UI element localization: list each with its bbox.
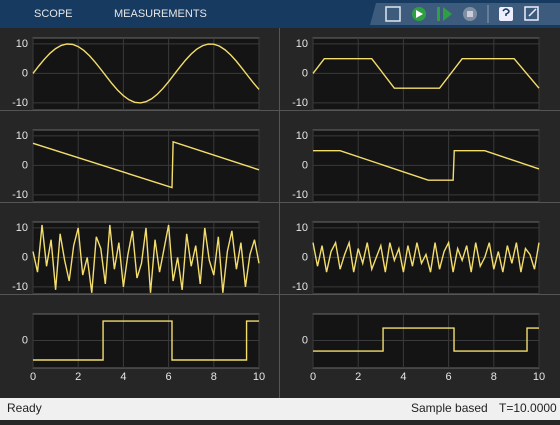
y-tick-label: 10 <box>296 38 308 50</box>
signal-line <box>313 149 540 181</box>
y-tick-label: 0 <box>22 159 28 171</box>
y-tick-label: 0 <box>302 251 308 263</box>
x-tick-label: 8 <box>211 371 217 383</box>
y-tick-label: -10 <box>12 97 28 109</box>
tab-measurements[interactable]: MEASUREMENTS <box>114 8 207 20</box>
plot-area <box>312 221 540 295</box>
run-arrow <box>416 10 423 18</box>
y-tick-label: -10 <box>12 281 28 293</box>
y-tick-label: -10 <box>292 281 308 293</box>
signal-line <box>312 57 540 89</box>
x-tick-label: 2 <box>75 371 81 383</box>
plot-area <box>312 129 540 203</box>
y-tick-label: 0 <box>302 67 308 79</box>
help-mark <box>502 8 510 16</box>
tab-scope[interactable]: SCOPE <box>34 8 73 20</box>
x-tick-label: 6 <box>166 371 172 383</box>
signal-line <box>32 43 260 104</box>
step-arrow <box>443 7 452 21</box>
signal-line <box>32 140 260 189</box>
x-tick-label: 10 <box>253 371 265 383</box>
x-tick-label: 6 <box>446 371 452 383</box>
signal-line <box>33 320 259 361</box>
signal-line <box>312 239 540 273</box>
undock-button[interactable] <box>524 6 539 21</box>
plot-area <box>312 37 540 111</box>
x-tick-label: 4 <box>120 371 126 383</box>
stop-button[interactable] <box>463 7 477 21</box>
x-tick-label: 0 <box>310 371 316 383</box>
plot-grid: 10 0 -10 10 0 -10 10 0 -10 10 0 -10 10 0 -10 10 0 -10 0 2 4 6… <box>0 37 560 383</box>
sampling-mode: Sample based <box>411 401 488 415</box>
signal-line <box>313 327 539 352</box>
stop-square <box>467 11 473 17</box>
x-tick-label: 10 <box>533 371 545 383</box>
status-text: Ready <box>7 401 42 415</box>
y-tick-label: 0 <box>22 251 28 263</box>
y-tick-label: 10 <box>16 38 28 50</box>
x-tick-label: 8 <box>491 371 497 383</box>
y-tick-label: -10 <box>12 189 28 201</box>
y-tick-label: 0 <box>302 334 308 346</box>
x-tick-label: 4 <box>400 371 406 383</box>
run-button[interactable] <box>412 7 426 21</box>
undock-icon <box>524 6 539 21</box>
y-tick-label: 10 <box>16 222 28 234</box>
undock-arrow <box>528 8 537 17</box>
step-button[interactable] <box>437 7 452 21</box>
y-tick-label: -10 <box>292 97 308 109</box>
x-tick-label: 2 <box>355 371 361 383</box>
y-tick-label: 10 <box>16 130 28 142</box>
y-tick-label: -10 <box>292 189 308 201</box>
x-tick-label: 0 <box>30 371 36 383</box>
plot-area <box>32 37 260 111</box>
y-tick-label: 10 <box>296 222 308 234</box>
y-tick-label: 10 <box>296 130 308 142</box>
y-tick-label: 0 <box>302 159 308 171</box>
y-tick-label: 0 <box>22 334 28 346</box>
signal-line <box>32 224 260 293</box>
y-tick-label: 0 <box>22 67 28 79</box>
status-bar <box>0 398 560 420</box>
help-button[interactable] <box>499 7 513 21</box>
sim-time: T=10.0000 <box>499 401 557 415</box>
plot-area <box>32 129 260 203</box>
settings-icon <box>385 6 401 22</box>
step-bar <box>437 7 440 21</box>
settings-button[interactable] <box>385 6 401 22</box>
